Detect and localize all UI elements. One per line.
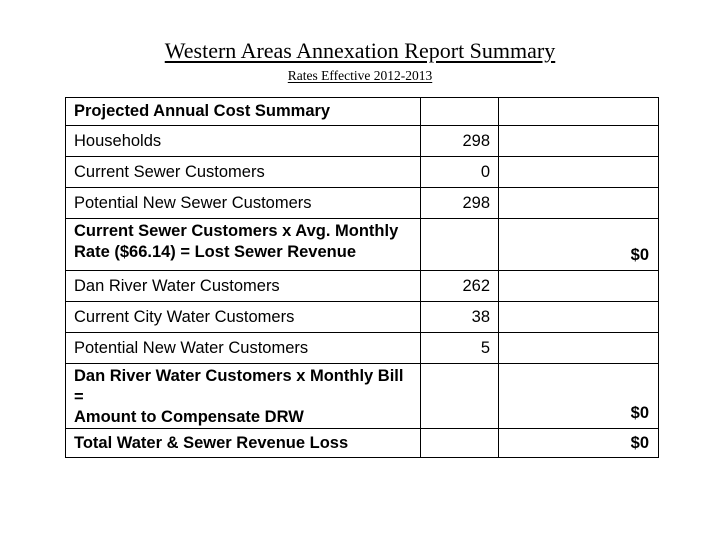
row-count-cell: [420, 427, 499, 458]
row-amount-cell: $0: [498, 363, 659, 429]
row-label: Current City Water Customers: [65, 301, 421, 333]
page-subtitle: Rates Effective 2012-2013: [287, 68, 433, 83]
table-row: Potential New Water Customers 5: [65, 332, 659, 364]
row-count-cell: 0: [420, 156, 499, 188]
row-amount-cell: $0: [498, 427, 659, 458]
row-label: Potential New Sewer Customers: [65, 187, 421, 219]
cost-summary-table: Projected Annual Cost Summary Households…: [65, 97, 659, 458]
row-label: Current Sewer Customers x Avg. Monthly R…: [65, 218, 421, 271]
row-label: Potential New Water Customers: [65, 332, 421, 364]
row-label: Dan River Water Customers x Monthly Bill…: [65, 363, 421, 429]
table-row: Total Water & Sewer Revenue Loss $0: [65, 427, 659, 458]
row-count-cell: 298: [420, 187, 499, 219]
row-count-cell: 38: [420, 301, 499, 333]
row-amount-cell: [498, 125, 659, 157]
row-amount-cell: [498, 301, 659, 333]
row-label: Current Sewer Customers: [65, 156, 421, 188]
row-amount-cell: [498, 187, 659, 219]
row-amount-cell: [498, 270, 659, 302]
row-amount-cell: [498, 156, 659, 188]
table-row: Current Sewer Customers 0: [65, 156, 659, 188]
table-row: Households 298: [65, 125, 659, 157]
row-count-cell: 262: [420, 270, 499, 302]
row-count-cell: 298: [420, 125, 499, 157]
table-row: Current Sewer Customers x Avg. Monthly R…: [65, 218, 659, 271]
row-count-cell: [420, 97, 499, 126]
row-count-cell: [420, 363, 499, 429]
row-count-cell: [420, 218, 499, 271]
row-label: Total Water & Sewer Revenue Loss: [65, 427, 421, 458]
row-label: Dan River Water Customers: [65, 270, 421, 302]
page-title: Western Areas Annexation Report Summary: [164, 38, 556, 63]
table-row: Dan River Water Customers x Monthly Bill…: [65, 363, 659, 429]
table-row: Current City Water Customers 38: [65, 301, 659, 333]
row-label: Households: [65, 125, 421, 157]
table-row: Dan River Water Customers 262: [65, 270, 659, 302]
row-amount-cell: [498, 332, 659, 364]
row-amount-cell: [498, 97, 659, 126]
row-amount-cell: $0: [498, 218, 659, 271]
table-row: Potential New Sewer Customers 298: [65, 187, 659, 219]
table-row: Projected Annual Cost Summary: [65, 97, 659, 126]
row-count-cell: 5: [420, 332, 499, 364]
row-label: Projected Annual Cost Summary: [65, 97, 421, 126]
